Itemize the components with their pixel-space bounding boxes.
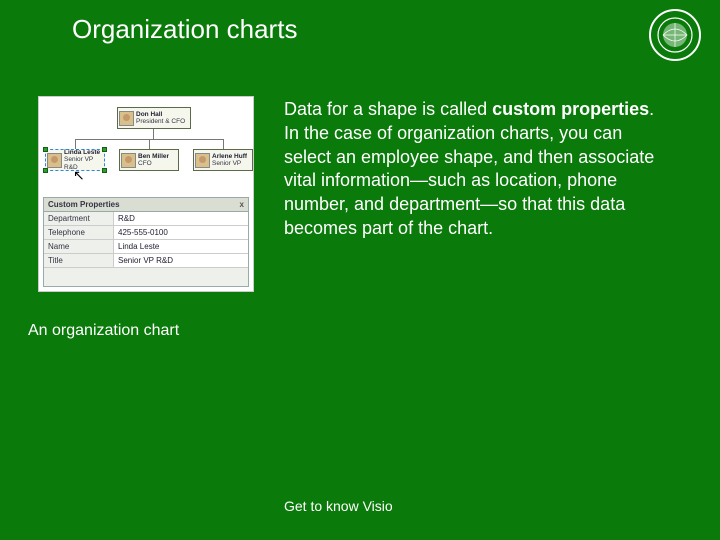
panel-titlebar: Custom Properties x (44, 198, 248, 212)
panel-title-text: Custom Properties (48, 200, 120, 209)
selection-handle[interactable] (102, 147, 107, 152)
node-title: President & CFO (136, 118, 185, 125)
body-lead: Data for a shape is called (284, 99, 492, 119)
orgchart-figure: Don Hall President & CFO Linda Leste Sen… (38, 96, 254, 292)
property-value[interactable]: Senior VP R&D (114, 254, 248, 267)
institute-logo (648, 8, 702, 62)
property-label: Name (44, 240, 114, 253)
node-title: Senior VP R&D (64, 156, 103, 170)
org-node-child-1[interactable]: Linda Leste Senior VP R&D (45, 149, 105, 171)
selection-handle[interactable] (102, 168, 107, 173)
custom-properties-panel: Custom Properties x Department R&D Telep… (43, 197, 249, 287)
property-row: Title Senior VP R&D (44, 254, 248, 268)
property-value[interactable]: Linda Leste (114, 240, 248, 253)
avatar (195, 153, 210, 168)
connector (149, 139, 150, 149)
close-icon[interactable]: x (240, 200, 244, 209)
node-name: Arlene Huff (212, 153, 247, 160)
node-title: Senior VP (212, 160, 247, 167)
avatar (121, 153, 136, 168)
orgchart-canvas: Don Hall President & CFO Linda Leste Sen… (43, 101, 249, 193)
connector (153, 129, 154, 139)
figure-caption: An organization chart (28, 322, 179, 340)
org-node-child-2[interactable]: Ben Miller CFO (119, 149, 179, 171)
body-paragraph: Data for a shape is called custom proper… (284, 98, 674, 241)
selection-handle[interactable] (43, 147, 48, 152)
body-bold-term: custom properties (492, 99, 649, 119)
property-label: Title (44, 254, 114, 267)
org-node-child-3[interactable]: Arlene Huff Senior VP (193, 149, 253, 171)
property-label: Department (44, 212, 114, 225)
node-title: CFO (138, 160, 169, 167)
slide-footer: Get to know Visio (284, 498, 393, 514)
connector (75, 139, 76, 149)
node-name: Don Hall (136, 111, 185, 118)
property-row: Telephone 425-555-0100 (44, 226, 248, 240)
page-title: Organization charts (72, 14, 297, 45)
property-row: Name Linda Leste (44, 240, 248, 254)
connector (223, 139, 224, 149)
property-value[interactable]: R&D (114, 212, 248, 225)
property-row: Department R&D (44, 212, 248, 226)
body-after: . In the case of organization charts, yo… (284, 99, 654, 238)
avatar (119, 111, 134, 126)
org-node-top[interactable]: Don Hall President & CFO (117, 107, 191, 129)
avatar (47, 153, 62, 168)
node-name: Linda Leste (64, 149, 103, 156)
property-value[interactable]: 425-555-0100 (114, 226, 248, 239)
selection-handle[interactable] (43, 168, 48, 173)
property-label: Telephone (44, 226, 114, 239)
node-name: Ben Miller (138, 153, 169, 160)
